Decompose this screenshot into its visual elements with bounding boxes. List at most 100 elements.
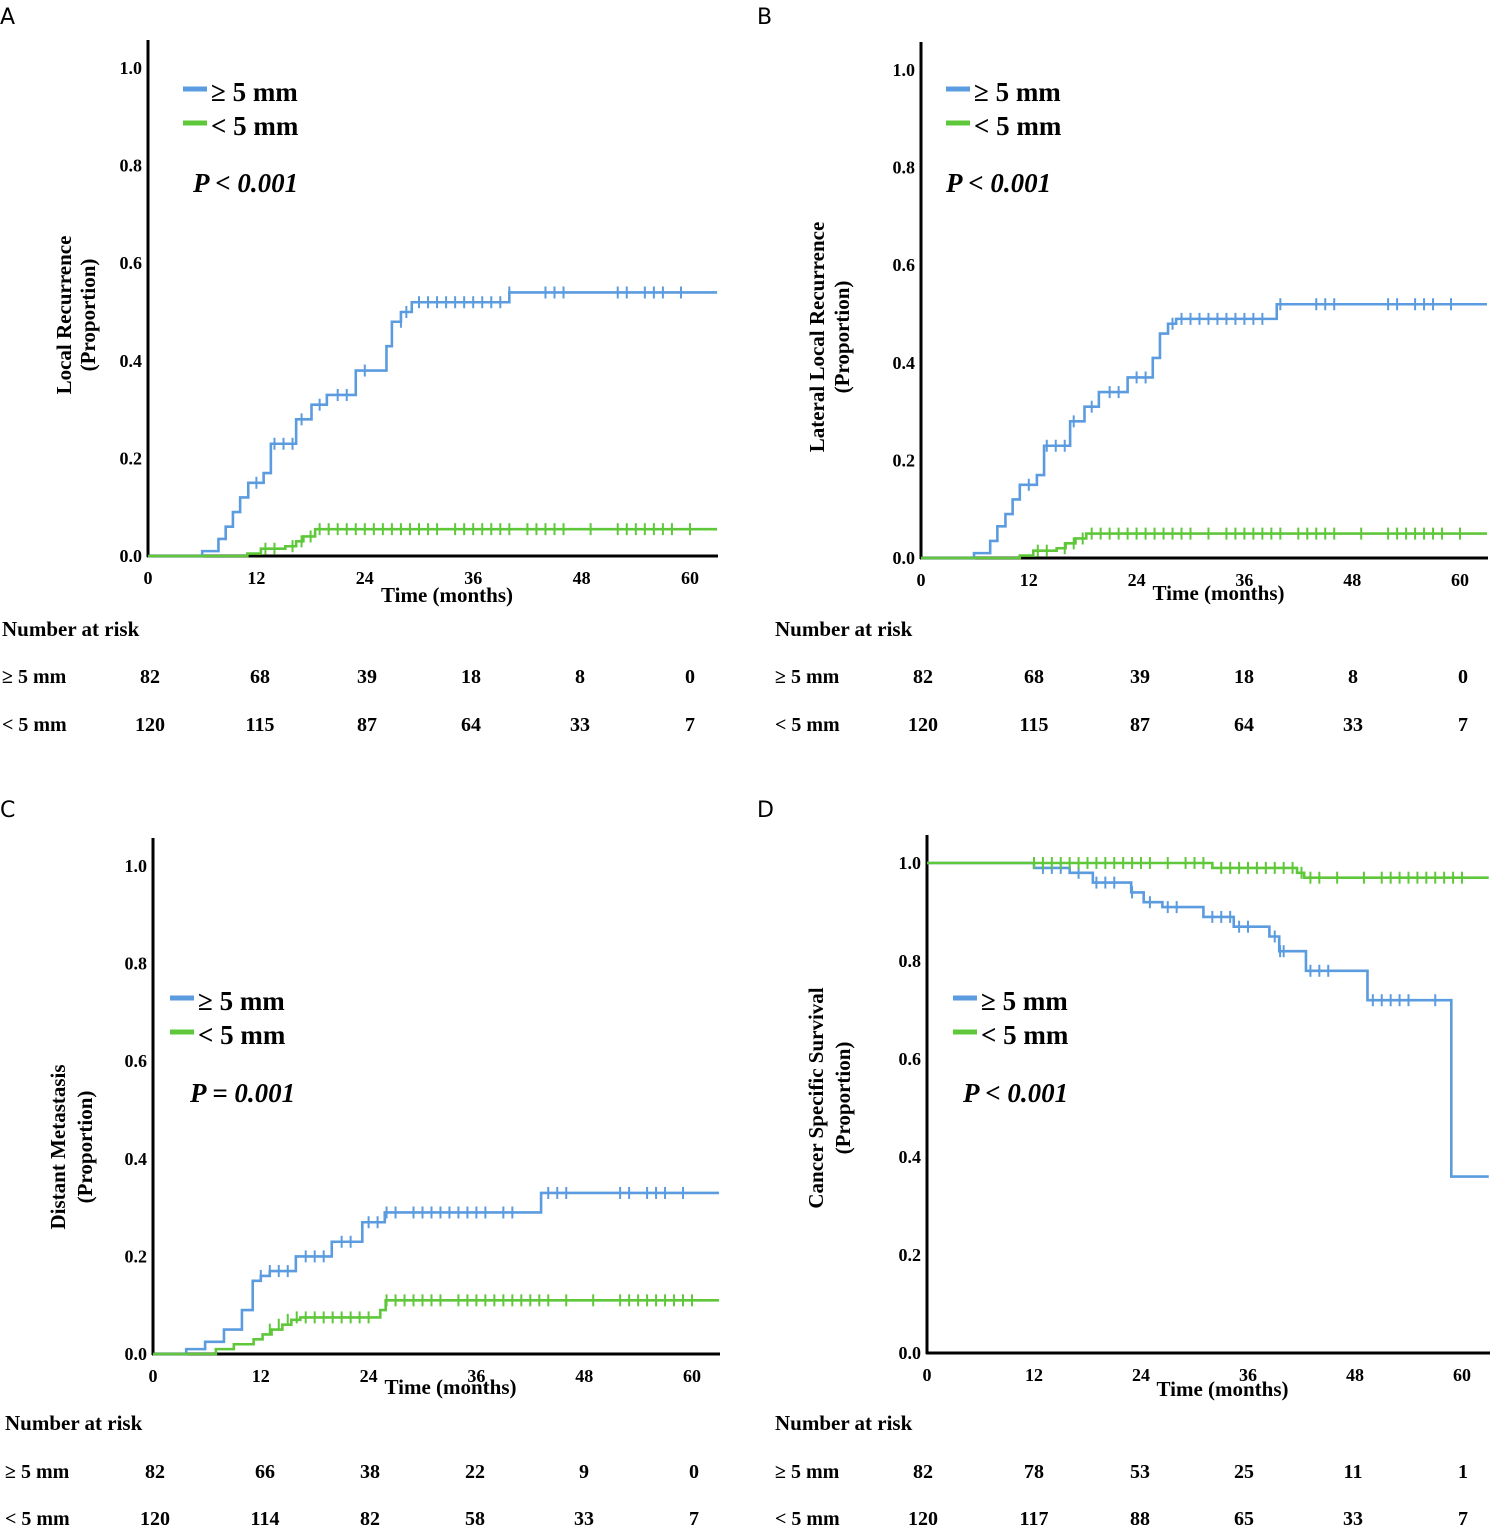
survival-curve-blue: [153, 1191, 719, 1356]
panel-label: B: [757, 5, 772, 30]
risk-row-label: < 5 mm: [775, 1508, 840, 1527]
panel-D: D 0.0 0.2 0.4 0.6 0.8 1.0 0 12 24 36 48 60 Time (mont…: [757, 798, 1490, 1527]
risk-value: 115: [1020, 714, 1049, 736]
risk-row-label: < 5 mm: [2, 714, 67, 736]
risk-value: 33: [1343, 714, 1363, 736]
risk-value: 64: [1234, 714, 1254, 736]
legend-label: ≥ 5 mm: [211, 77, 298, 107]
risk-value: 53: [1130, 1461, 1150, 1483]
risk-value: 11: [1344, 1461, 1363, 1483]
survival-curve-blue: [921, 302, 1487, 560]
y-tick-label: 0.4: [899, 1147, 922, 1167]
x-tick-label: 60: [681, 568, 699, 588]
y-tick-label: 0.2: [125, 1246, 148, 1266]
y-tick-label: 0.8: [125, 954, 148, 974]
y-tick-label: 1.0: [120, 58, 143, 78]
p-value: P < 0.001: [962, 1078, 1068, 1108]
y-tick-label: 0.0: [125, 1344, 148, 1364]
y-tick-label: 0.6: [120, 253, 143, 273]
risk-value: 8: [575, 666, 585, 688]
x-tick-label: 0: [149, 1366, 158, 1386]
risk-value: 0: [689, 1461, 699, 1483]
risk-value: 0: [1458, 666, 1468, 688]
x-tick-label: 48: [1346, 1365, 1364, 1385]
risk-value: 82: [913, 1461, 933, 1483]
x-axis-title: Time (months): [1152, 581, 1284, 605]
risk-value: 33: [570, 714, 590, 736]
risk-value: 120: [908, 1508, 938, 1527]
risk-table-title: Number at risk: [775, 617, 913, 641]
risk-value: 82: [140, 666, 160, 688]
y-tick-label: 0.4: [125, 1149, 148, 1169]
x-axis-title: Time (months): [384, 1375, 516, 1399]
risk-value: 1: [1458, 1461, 1468, 1483]
x-tick-label: 24: [360, 1366, 378, 1386]
panel-C: C 0.0 0.2 0.4 0.6 0.8 1.0 0 12 24 36 48 60 Time (mont…: [0, 798, 720, 1527]
risk-value: 7: [689, 1508, 699, 1527]
risk-value: 87: [357, 714, 377, 736]
legend-label: < 5 mm: [974, 111, 1062, 141]
y-tick-label: 0.2: [899, 1245, 922, 1265]
y-axis-subtitle: (Proportion): [76, 259, 100, 372]
risk-value: 33: [574, 1508, 594, 1527]
survival-curve-green: [153, 1299, 719, 1356]
panel-B: B 0.0 0.2 0.4 0.6 0.8 1.0 0 12 24 36 48 60 Time (mont…: [757, 5, 1488, 736]
risk-value: 65: [1234, 1508, 1254, 1527]
y-tick-label: 0.6: [899, 1049, 922, 1069]
risk-row-label: ≥ 5 mm: [2, 666, 67, 688]
risk-row-label: ≥ 5 mm: [775, 666, 840, 688]
y-axis-subtitle: (Proportion): [73, 1091, 97, 1204]
risk-value: 25: [1234, 1461, 1254, 1483]
x-tick-label: 36: [1235, 570, 1253, 590]
risk-value: 38: [360, 1461, 380, 1483]
x-tick-label: 36: [1239, 1365, 1257, 1385]
x-tick-label: 36: [467, 1366, 485, 1386]
y-tick-label: 0.2: [120, 448, 143, 468]
x-tick-label: 24: [356, 568, 374, 588]
survival-curve-blue: [148, 291, 718, 558]
legend-label: ≥ 5 mm: [981, 986, 1068, 1016]
x-axis-title: Time (months): [1156, 1377, 1288, 1401]
panel-label: A: [0, 5, 15, 30]
risk-value: 78: [1024, 1461, 1044, 1483]
risk-value: 82: [360, 1508, 380, 1527]
survival-curve-blue: [927, 861, 1489, 1178]
risk-value: 87: [1130, 714, 1150, 736]
x-tick-label: 12: [1020, 570, 1038, 590]
risk-value: 82: [145, 1461, 165, 1483]
p-value: P = 0.001: [189, 1078, 295, 1108]
risk-value: 33: [1343, 1508, 1363, 1527]
legend-label: < 5 mm: [198, 1020, 286, 1050]
x-axis-title: Time (months): [381, 583, 513, 607]
risk-value: 7: [1458, 714, 1468, 736]
risk-value: 120: [908, 714, 938, 736]
x-tick-label: 48: [575, 1366, 593, 1386]
risk-value: 9: [579, 1461, 589, 1483]
x-tick-label: 0: [923, 1365, 932, 1385]
risk-value: 8: [1348, 666, 1358, 688]
y-tick-label: 0.2: [893, 450, 916, 470]
y-tick-label: 1.0: [899, 853, 922, 873]
y-tick-label: 0.0: [899, 1343, 922, 1363]
risk-value: 39: [357, 666, 377, 688]
y-tick-label: 0.8: [120, 156, 143, 176]
risk-value: 18: [1234, 666, 1254, 688]
legend-label: < 5 mm: [981, 1020, 1069, 1050]
risk-value: 58: [465, 1508, 485, 1527]
risk-row-label: ≥ 5 mm: [5, 1461, 70, 1483]
risk-value: 88: [1130, 1508, 1150, 1527]
risk-row-label: ≥ 5 mm: [775, 1461, 840, 1483]
risk-value: 7: [685, 714, 695, 736]
risk-value: 114: [251, 1508, 280, 1527]
risk-value: 22: [465, 1461, 485, 1483]
survival-curve-green: [921, 532, 1487, 560]
risk-value: 120: [135, 714, 165, 736]
x-tick-label: 0: [144, 568, 153, 588]
x-tick-label: 24: [1132, 1365, 1150, 1385]
y-tick-label: 0.0: [120, 546, 143, 566]
y-tick-label: 0.4: [893, 353, 916, 373]
panel-A: A 0.0 0.2 0.4 0.6 0.8 1.0 0 12 24 36 48 60 Time (mont…: [0, 5, 718, 736]
risk-value: 117: [1020, 1508, 1049, 1527]
x-tick-label: 36: [464, 568, 482, 588]
risk-table-title: Number at risk: [5, 1411, 143, 1435]
